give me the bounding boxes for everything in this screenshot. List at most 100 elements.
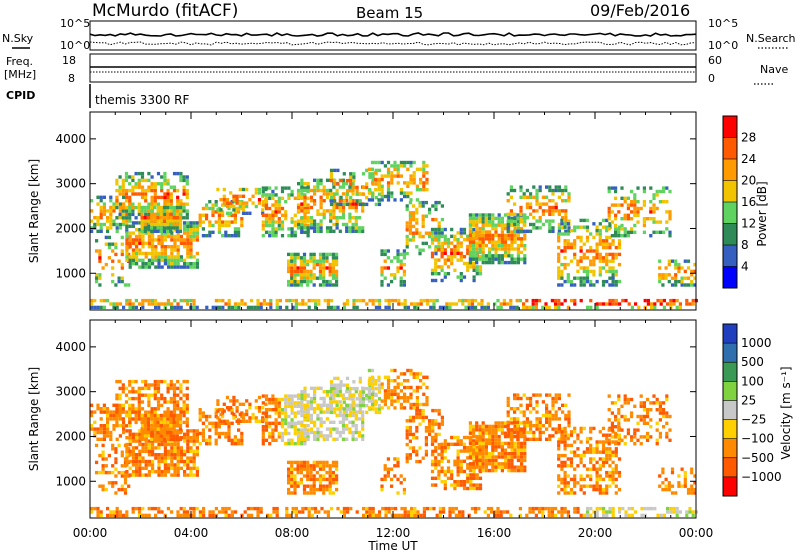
echo-cell	[268, 435, 272, 439]
echo-cell	[329, 434, 333, 438]
echo-cell	[497, 220, 501, 224]
echo-cell	[271, 227, 275, 231]
echo-cell	[365, 410, 369, 415]
echo-cell	[316, 226, 320, 230]
echo-cell	[481, 462, 485, 466]
echo-cell	[296, 266, 300, 270]
echo-cell	[319, 212, 323, 216]
echo-cell	[114, 252, 118, 257]
echo-cell	[151, 453, 155, 457]
echo-cell	[569, 259, 574, 263]
echo-cell	[352, 172, 356, 176]
echo-cell	[639, 206, 643, 211]
echo-cell	[475, 250, 479, 255]
echo-cell	[525, 396, 529, 401]
echo-cell	[557, 229, 561, 233]
echo-cell	[172, 437, 176, 441]
echo-cell	[135, 228, 139, 232]
echo-cell	[144, 442, 148, 447]
echo-cell	[466, 456, 470, 460]
cpid-label: CPID	[6, 89, 35, 102]
echo-cell	[299, 276, 303, 280]
echo-cell	[293, 276, 297, 280]
echo-cell	[551, 427, 555, 431]
echo-cell	[335, 400, 339, 404]
echo-cell	[430, 268, 435, 272]
echo-cell	[478, 486, 483, 491]
echo-cell	[159, 424, 163, 428]
echo-cell	[280, 206, 285, 211]
echo-cell	[135, 459, 139, 464]
echo-cell	[173, 439, 177, 443]
echo-cell	[118, 188, 122, 193]
echo-cell	[658, 230, 662, 234]
echo-cell	[124, 188, 129, 193]
echo-cell	[534, 298, 538, 303]
echo-cell	[403, 194, 407, 199]
echo-cell	[491, 458, 495, 463]
echo-cell	[472, 223, 476, 227]
echo-cell	[589, 279, 593, 284]
echo-cell	[605, 262, 609, 267]
echo-cell	[535, 400, 539, 404]
echo-cell	[481, 223, 485, 227]
echo-cell	[157, 439, 161, 443]
echo-cell	[563, 460, 567, 465]
echo-cell	[98, 256, 102, 260]
echo-cell	[548, 226, 552, 230]
echo-cell	[124, 192, 129, 196]
echo-cell	[428, 207, 432, 212]
echo-cell	[235, 399, 239, 403]
echo-cell	[409, 174, 413, 178]
echo-cell	[173, 234, 177, 239]
echo-cell	[522, 302, 526, 306]
echo-cell	[437, 238, 441, 242]
echo-cell	[402, 249, 406, 253]
echo-cell	[335, 279, 339, 284]
echo-cell	[374, 392, 378, 396]
echo-cell	[557, 298, 561, 303]
echo-cell	[466, 238, 470, 242]
echo-cell	[496, 298, 500, 303]
echo-cell	[140, 407, 145, 411]
echo-cell	[406, 399, 410, 403]
echo-cell	[516, 455, 520, 459]
echo-cell	[380, 191, 384, 195]
echo-cell	[268, 442, 272, 446]
echo-cell	[383, 392, 387, 396]
echo-cell	[331, 252, 335, 257]
echo-cell	[143, 209, 147, 213]
echo-cell	[503, 213, 508, 217]
echo-cell	[434, 245, 438, 249]
echo-cell	[468, 431, 472, 435]
echo-cell	[484, 216, 488, 221]
echo-cell	[153, 407, 157, 411]
echo-cell	[386, 406, 391, 410]
echo-cell	[491, 451, 495, 456]
echo-cell	[506, 420, 510, 424]
echo-cell	[367, 392, 371, 396]
echo-cell	[468, 448, 472, 452]
echo-cell	[246, 305, 250, 310]
echo-cell	[510, 468, 514, 473]
echo-cell	[287, 279, 291, 284]
echo-cell	[93, 226, 97, 230]
echo-cell	[626, 217, 630, 221]
echo-cell	[614, 245, 618, 250]
echo-cell	[315, 259, 319, 263]
echo-cell	[192, 224, 196, 228]
echo-cell	[329, 420, 333, 424]
echo-cell	[361, 390, 366, 394]
echo-cell	[144, 379, 148, 384]
echo-cell	[563, 249, 567, 253]
echo-cell	[478, 250, 482, 255]
echo-cell	[525, 407, 529, 411]
echo-cell	[287, 470, 291, 475]
echo-cell	[481, 260, 485, 265]
echo-cell	[127, 484, 131, 488]
echo-cell	[491, 431, 495, 435]
echo-cell	[450, 248, 454, 252]
echo-cell	[284, 394, 288, 398]
echo-cell	[374, 298, 378, 303]
echo-cell	[300, 219, 304, 223]
